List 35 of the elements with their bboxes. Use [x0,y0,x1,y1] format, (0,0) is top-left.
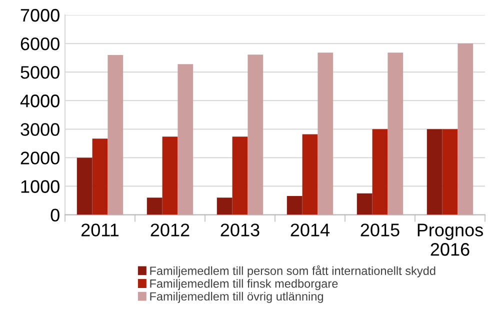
bar [302,134,318,215]
legend-label: Familjemedlem till person som fått internationellt skydd [150,265,436,278]
bar [372,129,388,215]
bar [426,129,442,215]
x-tick-label: Prognos 2016 [418,224,483,256]
y-tick-label: 7000 [20,8,60,22]
x-tick-label: 2014 [290,224,330,236]
legend-label: Familjemedlem till övrig utlänning [150,292,324,303]
legend-label: Familjemedlem till finsk medborgare [150,279,338,290]
x-tick-label: 2012 [150,224,190,236]
y-tick-label: 4000 [20,94,60,108]
bar [216,198,232,215]
bar [388,52,404,215]
bar [442,129,458,215]
bar [232,136,248,215]
bar [286,196,302,215]
x-tick-label: 2011 [81,224,119,236]
bar [248,54,264,215]
x-tick-label: 2015 [360,224,400,236]
y-tick-label: 3000 [20,123,60,136]
x-tick-label: 2013 [220,224,260,236]
bar [146,198,162,215]
bar [76,158,92,215]
y-tick-label: 2000 [20,152,60,164]
bar [178,64,194,215]
bar [162,136,178,215]
bar [458,44,474,215]
bar [318,52,334,215]
y-tick-label: 1000 [21,180,60,193]
y-tick-label: 6000 [20,37,60,50]
bar [356,193,372,215]
bar [92,138,108,215]
y-tick-label: 0 [50,208,60,222]
bar [108,54,124,215]
y-tick-label: 5000 [20,66,60,79]
